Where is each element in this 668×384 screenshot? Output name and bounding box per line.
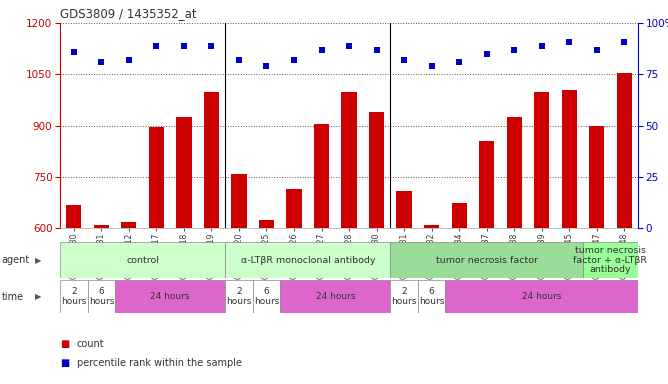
Bar — [176, 117, 192, 228]
Bar — [562, 90, 576, 228]
Bar — [314, 124, 329, 228]
Text: tumor necrosis factor: tumor necrosis factor — [436, 256, 538, 265]
Point — [619, 38, 629, 45]
Bar — [122, 222, 136, 228]
Bar — [287, 189, 301, 228]
Point — [96, 59, 107, 65]
Point — [124, 57, 134, 63]
Bar — [60, 280, 88, 313]
Point — [261, 63, 272, 69]
Bar — [390, 280, 418, 313]
Text: 24 hours: 24 hours — [522, 292, 561, 301]
Text: ■: ■ — [60, 339, 69, 349]
Point — [399, 57, 409, 63]
Text: 2
hours: 2 hours — [391, 287, 417, 306]
Point — [69, 49, 79, 55]
Bar — [534, 91, 549, 228]
Bar — [479, 141, 494, 228]
Point — [371, 47, 382, 53]
Text: 6
hours: 6 hours — [419, 287, 444, 306]
Bar — [253, 280, 281, 313]
Bar — [149, 127, 164, 228]
Text: 24 hours: 24 hours — [315, 292, 355, 301]
Text: 2
hours: 2 hours — [226, 287, 252, 306]
Text: control: control — [126, 256, 159, 265]
Point — [234, 57, 244, 63]
Bar — [446, 280, 638, 313]
Bar — [66, 205, 81, 228]
Bar — [259, 220, 274, 228]
Point — [343, 43, 354, 49]
Text: α-LTβR monoclonal antibody: α-LTβR monoclonal antibody — [240, 256, 375, 265]
Text: tumor necrosis
factor + α-LTβR
antibody: tumor necrosis factor + α-LTβR antibody — [573, 246, 647, 274]
Bar — [281, 280, 390, 313]
Point — [316, 47, 327, 53]
Text: ▶: ▶ — [35, 256, 41, 265]
Point — [536, 43, 547, 49]
Bar — [225, 242, 390, 278]
Bar — [506, 117, 522, 228]
Text: 6
hours: 6 hours — [254, 287, 279, 306]
Text: 6
hours: 6 hours — [89, 287, 114, 306]
Point — [426, 63, 437, 69]
Bar — [589, 126, 605, 228]
Bar — [204, 91, 219, 228]
Bar — [583, 242, 638, 278]
Bar — [617, 73, 632, 228]
Bar — [390, 242, 583, 278]
Point — [289, 57, 299, 63]
Bar — [341, 91, 357, 228]
Text: ■: ■ — [60, 358, 69, 368]
Point — [509, 47, 520, 53]
Text: count: count — [77, 339, 104, 349]
Point — [454, 59, 464, 65]
Text: 24 hours: 24 hours — [150, 292, 190, 301]
Bar — [60, 242, 225, 278]
Point — [481, 51, 492, 57]
Point — [591, 47, 602, 53]
Bar — [231, 174, 246, 228]
Bar — [452, 203, 467, 228]
Bar — [88, 280, 115, 313]
Point — [206, 43, 217, 49]
Text: ▶: ▶ — [35, 292, 41, 301]
Bar — [397, 191, 411, 228]
Text: time: time — [1, 292, 23, 302]
Bar — [94, 225, 109, 228]
Bar — [115, 280, 225, 313]
Text: 2
hours: 2 hours — [61, 287, 87, 306]
Text: percentile rank within the sample: percentile rank within the sample — [77, 358, 242, 368]
Text: GDS3809 / 1435352_at: GDS3809 / 1435352_at — [60, 7, 197, 20]
Bar — [418, 280, 446, 313]
Point — [564, 38, 574, 45]
Bar — [424, 225, 439, 228]
Bar — [225, 280, 253, 313]
Point — [151, 43, 162, 49]
Text: agent: agent — [1, 255, 29, 265]
Point — [178, 43, 189, 49]
Bar — [369, 112, 384, 228]
